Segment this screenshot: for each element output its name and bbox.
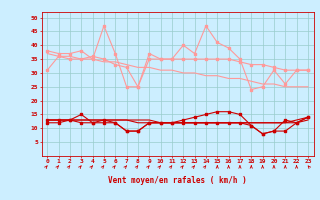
X-axis label: Vent moyen/en rafales ( km/h ): Vent moyen/en rafales ( km/h ) — [108, 176, 247, 185]
